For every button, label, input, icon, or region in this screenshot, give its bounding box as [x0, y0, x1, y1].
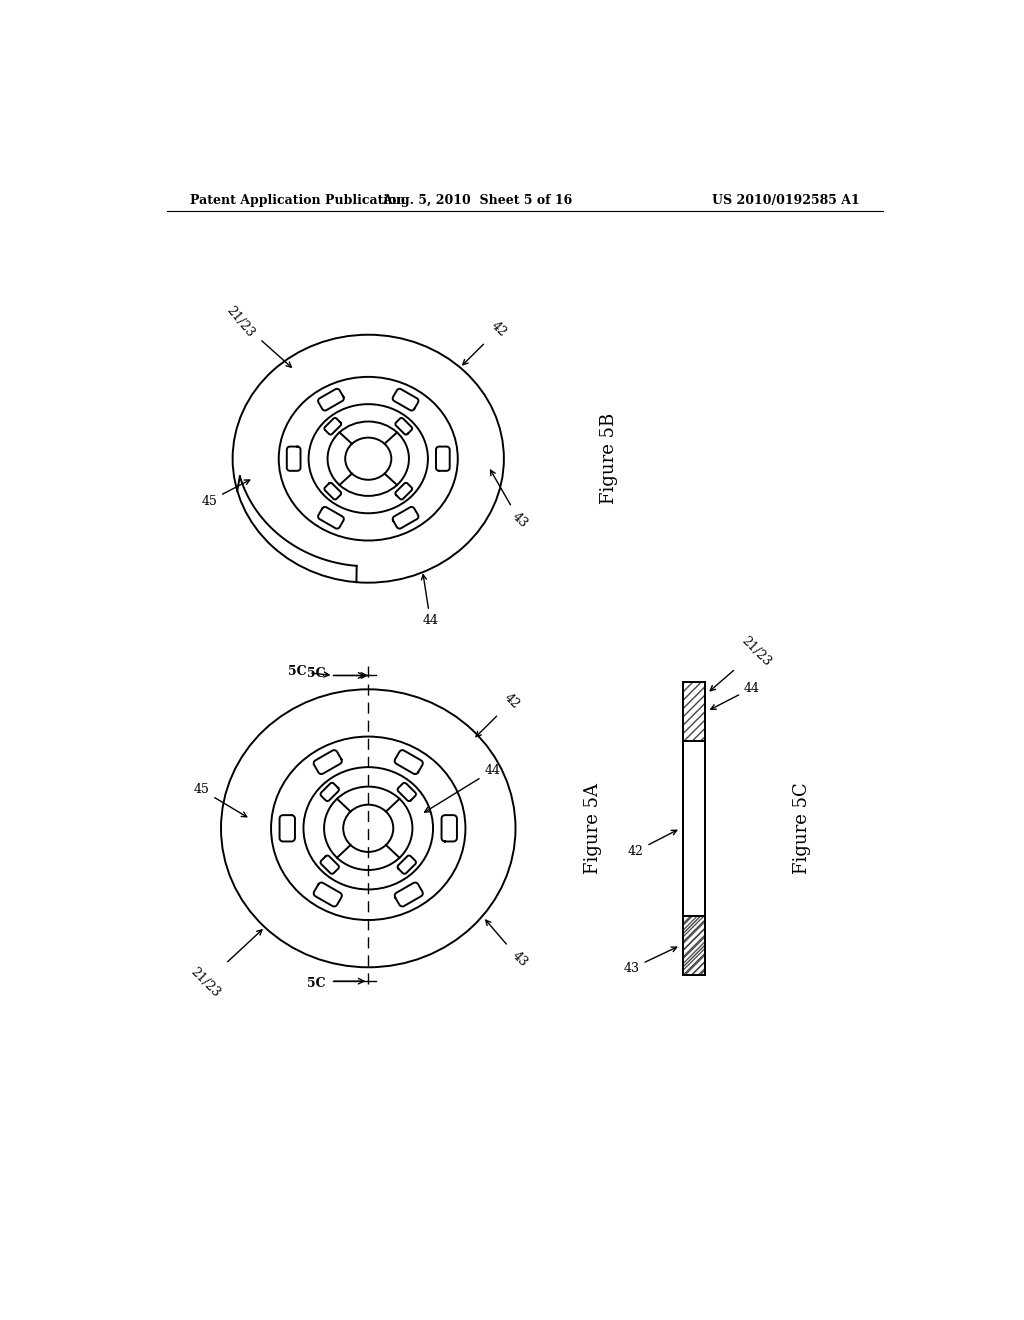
Bar	[683, 682, 705, 974]
Bar	[683, 682, 705, 741]
Text: 5C: 5C	[307, 667, 326, 680]
Text: 5C: 5C	[307, 977, 326, 990]
Text: 5C: 5C	[288, 665, 329, 678]
Text: 43: 43	[624, 946, 677, 975]
Text: 43: 43	[485, 920, 529, 969]
Text: 21/23: 21/23	[188, 929, 262, 999]
Bar	[683, 682, 705, 974]
Text: Figure 5B: Figure 5B	[599, 413, 617, 504]
Text: 44: 44	[422, 574, 438, 627]
Text: 21/23: 21/23	[711, 634, 773, 690]
Text: 42: 42	[628, 830, 677, 858]
Bar	[683, 682, 705, 741]
Text: 44: 44	[711, 681, 760, 709]
Text: Figure 5C: Figure 5C	[794, 783, 811, 874]
Text: Patent Application Publication: Patent Application Publication	[190, 194, 406, 207]
Text: 45: 45	[202, 480, 250, 508]
Text: 44: 44	[425, 764, 501, 812]
Bar	[683, 741, 705, 916]
Bar	[683, 682, 705, 974]
Text: Aug. 5, 2010  Sheet 5 of 16: Aug. 5, 2010 Sheet 5 of 16	[382, 194, 571, 207]
Text: 42: 42	[463, 319, 509, 364]
Text: Figure 5A: Figure 5A	[584, 783, 602, 874]
Text: 45: 45	[194, 783, 247, 817]
Text: 42: 42	[476, 692, 522, 737]
Text: 43: 43	[490, 470, 529, 531]
Bar	[683, 916, 705, 974]
Text: US 2010/0192585 A1: US 2010/0192585 A1	[712, 194, 859, 207]
Bar	[683, 682, 705, 974]
Text: 21/23: 21/23	[224, 304, 292, 367]
